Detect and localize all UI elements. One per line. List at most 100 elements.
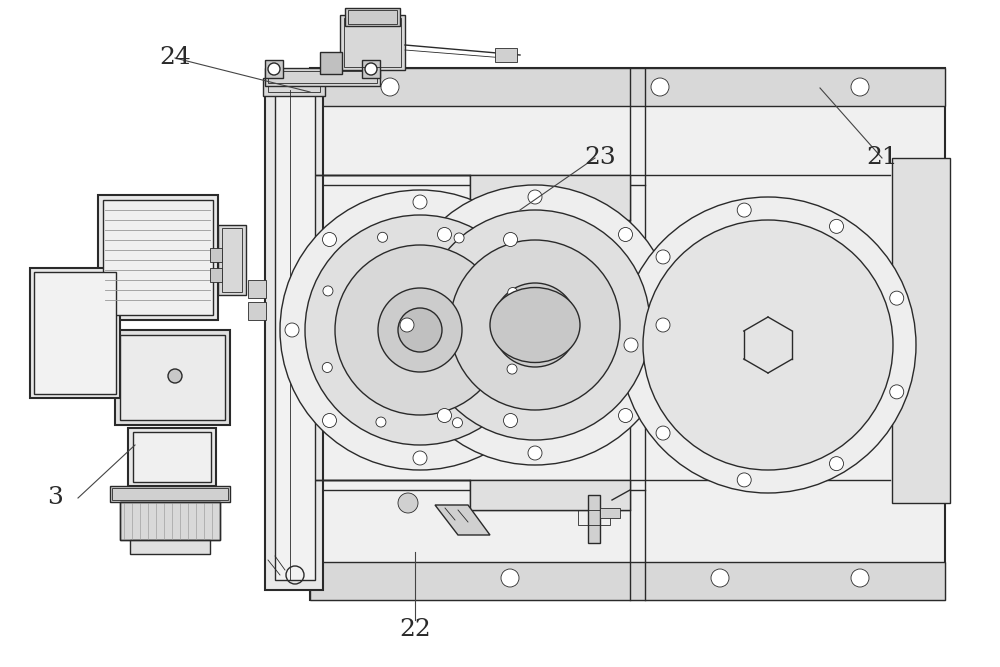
Circle shape <box>711 569 729 587</box>
Circle shape <box>830 219 844 233</box>
Circle shape <box>851 78 869 96</box>
Bar <box>103 200 213 315</box>
Circle shape <box>398 493 418 513</box>
Bar <box>265 80 323 590</box>
Bar <box>120 502 220 540</box>
Bar <box>263 78 325 96</box>
Bar <box>600 508 620 518</box>
Circle shape <box>398 308 442 352</box>
Circle shape <box>830 457 844 471</box>
Circle shape <box>501 569 519 587</box>
Bar <box>362 60 380 78</box>
Circle shape <box>737 203 751 217</box>
Circle shape <box>508 287 518 297</box>
Circle shape <box>643 220 893 470</box>
Circle shape <box>268 63 280 75</box>
Bar <box>265 60 283 78</box>
Bar <box>115 330 230 425</box>
Circle shape <box>493 283 577 367</box>
Circle shape <box>437 227 451 241</box>
Bar <box>348 10 397 24</box>
Circle shape <box>420 210 650 440</box>
Bar <box>110 486 230 502</box>
Bar <box>120 335 225 420</box>
Bar <box>34 272 116 394</box>
Bar <box>130 540 210 554</box>
Circle shape <box>890 291 904 305</box>
Ellipse shape <box>490 287 580 362</box>
Bar <box>495 48 517 62</box>
Circle shape <box>437 408 451 422</box>
Polygon shape <box>435 505 490 535</box>
Bar <box>310 68 945 600</box>
Bar <box>275 90 315 580</box>
Bar <box>112 488 228 500</box>
Circle shape <box>378 232 388 242</box>
Bar <box>588 495 600 543</box>
Bar <box>98 195 218 320</box>
Bar <box>128 428 216 486</box>
Bar <box>310 68 945 106</box>
Circle shape <box>504 414 518 428</box>
Circle shape <box>851 569 869 587</box>
Circle shape <box>381 78 399 96</box>
Circle shape <box>619 408 633 422</box>
Circle shape <box>280 190 560 470</box>
Circle shape <box>528 190 542 204</box>
Circle shape <box>323 286 333 296</box>
Text: 3: 3 <box>47 486 63 510</box>
Bar <box>265 68 380 86</box>
Circle shape <box>450 240 620 410</box>
Circle shape <box>322 362 332 372</box>
Circle shape <box>365 63 377 75</box>
Bar <box>345 8 400 26</box>
Circle shape <box>504 233 518 247</box>
Bar <box>248 302 266 320</box>
Circle shape <box>413 195 427 209</box>
Circle shape <box>400 318 414 332</box>
Circle shape <box>528 446 542 460</box>
Circle shape <box>452 418 462 428</box>
Circle shape <box>285 323 299 337</box>
Circle shape <box>378 288 462 372</box>
Bar <box>210 248 222 262</box>
Circle shape <box>395 185 675 465</box>
Bar <box>268 82 320 92</box>
Bar <box>210 268 222 282</box>
Circle shape <box>376 417 386 427</box>
Circle shape <box>651 78 669 96</box>
Circle shape <box>168 369 182 383</box>
Bar <box>120 502 220 540</box>
Polygon shape <box>310 480 630 510</box>
Circle shape <box>335 245 505 415</box>
Circle shape <box>656 318 670 332</box>
Circle shape <box>619 227 633 241</box>
Circle shape <box>454 233 464 243</box>
Bar <box>268 71 377 83</box>
Bar <box>133 432 211 482</box>
Bar <box>578 510 610 525</box>
Bar <box>30 268 120 398</box>
Bar <box>892 158 950 503</box>
Circle shape <box>541 323 555 337</box>
Circle shape <box>398 195 418 215</box>
Circle shape <box>322 233 336 247</box>
Bar <box>310 562 945 600</box>
Circle shape <box>620 197 916 493</box>
Bar <box>320 52 342 74</box>
Bar <box>222 228 242 292</box>
Text: 22: 22 <box>399 618 431 642</box>
Circle shape <box>737 473 751 487</box>
Circle shape <box>413 451 427 465</box>
Polygon shape <box>310 175 630 220</box>
Text: 24: 24 <box>159 47 191 69</box>
Circle shape <box>656 250 670 264</box>
Circle shape <box>322 414 336 428</box>
Text: 23: 23 <box>584 147 616 169</box>
Bar <box>340 15 405 70</box>
Bar <box>248 280 266 298</box>
Bar <box>344 18 401 67</box>
Text: 21: 21 <box>866 147 898 169</box>
Bar <box>218 225 246 295</box>
Circle shape <box>507 364 517 374</box>
